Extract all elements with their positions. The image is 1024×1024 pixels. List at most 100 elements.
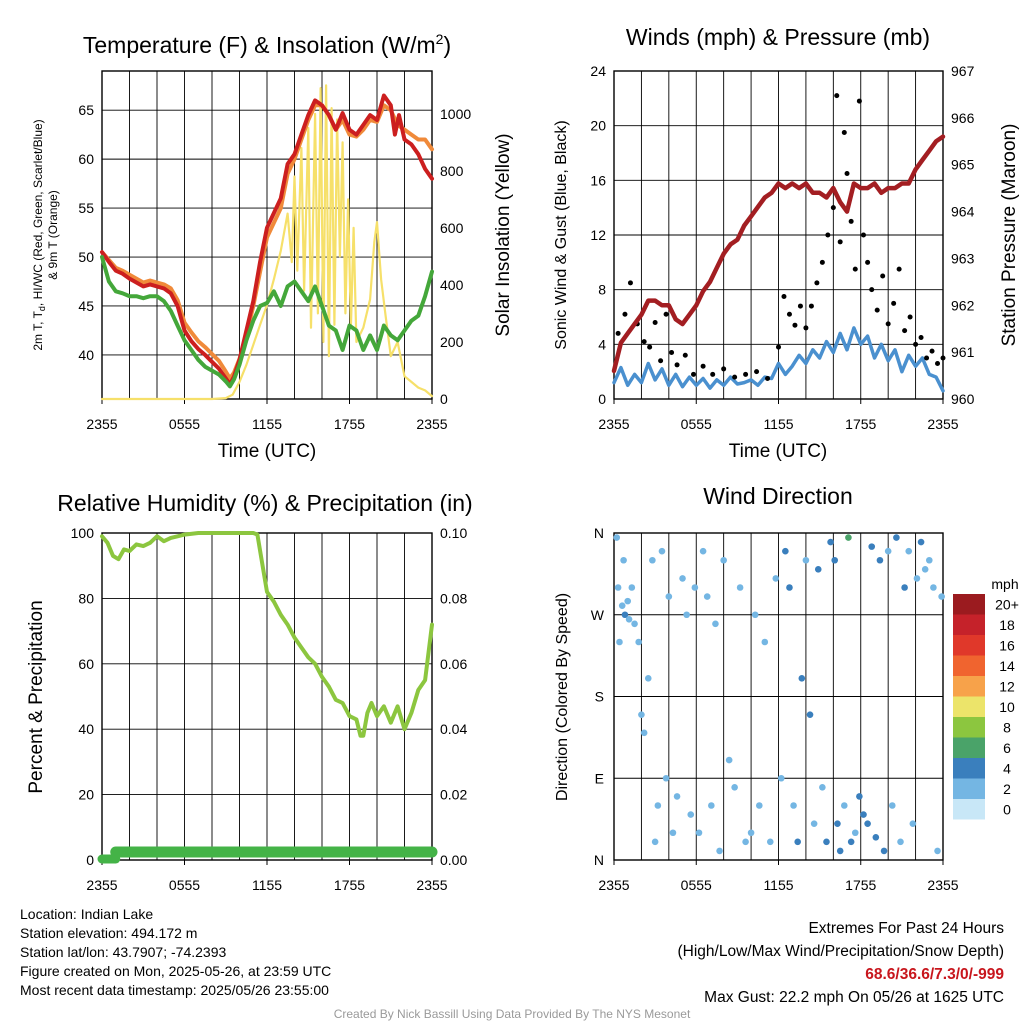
gust-point <box>844 171 850 176</box>
legend-label: 2 <box>1003 781 1011 797</box>
wind-ytick-left: 12 <box>590 227 606 243</box>
gust-point <box>924 355 930 361</box>
temp-xtick-label: 1755 <box>334 416 365 432</box>
direction-point <box>934 847 941 855</box>
direction-point <box>917 538 925 546</box>
rh-ytick-right: 0.08 <box>440 590 467 606</box>
gust-point <box>819 259 825 265</box>
temp-ytick-right: 0 <box>440 391 448 407</box>
gust-point <box>658 358 664 364</box>
gust-point <box>913 341 919 347</box>
dir-chart-title: Wind Direction <box>703 483 853 509</box>
direction-point <box>798 675 806 682</box>
temp-ytick-left: 60 <box>78 151 94 167</box>
direction-point <box>618 602 626 609</box>
temp-ytick-right: 800 <box>440 163 464 179</box>
temp-ylabel-line2: & 9m T (Orange) <box>46 190 60 280</box>
gust-point <box>841 130 847 135</box>
dir-xtick-label: 2355 <box>927 877 958 893</box>
rh-ytick-left: 80 <box>78 590 94 606</box>
temp-ytick-left: 65 <box>78 102 94 118</box>
direction-point <box>868 543 876 550</box>
gust-point <box>797 303 803 309</box>
gust-point <box>907 314 913 320</box>
gust-point <box>710 371 716 377</box>
gust-point <box>691 371 697 377</box>
rh-ytick-right: 0.10 <box>440 525 467 541</box>
wind-ytick-right: 961 <box>951 344 975 360</box>
direction-point <box>649 556 656 564</box>
station-location: Location: Indian Lake <box>20 906 154 922</box>
direction-point <box>691 584 699 591</box>
gust-point <box>721 366 727 372</box>
direction-point <box>888 802 896 809</box>
wind-ytick-left: 8 <box>598 282 606 298</box>
temp-ytick-right: 1000 <box>440 106 471 122</box>
direction-point <box>897 838 904 846</box>
direction-point <box>703 593 711 600</box>
direction-point <box>742 838 749 846</box>
rh-line <box>100 531 434 738</box>
direction-point <box>790 802 797 809</box>
direction-point <box>901 584 908 591</box>
dewpoint-line <box>100 255 434 389</box>
legend-swatch <box>953 696 985 717</box>
gust-point <box>896 266 902 272</box>
direction-point <box>794 838 801 846</box>
temp-ylabel-line1: 2m T, Td, HI/WC (Red, Green, Scarlet/Blu… <box>31 119 47 350</box>
direction-point <box>665 593 673 600</box>
wind-ytick-left: 24 <box>590 63 606 79</box>
direction-point <box>720 556 727 564</box>
direction-point <box>620 556 627 564</box>
pressure-line <box>611 134 946 374</box>
direction-point <box>856 793 863 800</box>
direction-point <box>880 847 888 855</box>
gust-point <box>754 369 760 375</box>
gust-point <box>776 344 781 350</box>
gust-point <box>652 319 658 325</box>
temp-xlabel: Time (UTC) <box>218 441 317 462</box>
direction-point <box>814 566 822 573</box>
rh-ytick-left: 60 <box>78 656 94 672</box>
dir-ytick-label: N <box>594 852 604 868</box>
legend-swatch <box>953 737 985 758</box>
direction-point <box>847 838 855 846</box>
gust-point <box>940 355 946 361</box>
direction-point <box>683 611 690 619</box>
direction-point <box>872 833 880 841</box>
gust-point <box>837 239 843 245</box>
dir-xtick-label: 0555 <box>681 877 712 893</box>
dir-xtick-label: 1755 <box>845 877 876 893</box>
gust-point <box>885 321 891 327</box>
dir-ylabel-left: Direction (Colored By Speed) <box>554 593 571 801</box>
rh-ytick-right: 0.00 <box>440 852 467 868</box>
legend-label: 14 <box>999 658 1015 674</box>
direction-point <box>669 829 677 837</box>
direction-point <box>628 584 636 591</box>
legend-swatch <box>953 614 985 635</box>
direction-point <box>673 793 681 800</box>
rh-ytick-left: 100 <box>71 525 95 541</box>
wind-xtick-label: 2355 <box>598 416 629 432</box>
direction-point <box>831 556 839 564</box>
direction-point <box>621 611 629 619</box>
gust-point <box>830 205 836 211</box>
direction-point <box>736 584 744 591</box>
direction-point <box>876 556 884 564</box>
wind-ytick-right: 965 <box>951 157 975 173</box>
wind-xtick-label: 1755 <box>845 416 876 432</box>
gust-point <box>929 348 935 354</box>
extremes-title: Extremes For Past 24 Hours <box>808 920 1004 937</box>
direction-point <box>782 547 789 555</box>
gust-point <box>848 218 854 224</box>
extremes-values: 68.6/36.6/7.3/0/-999 <box>865 966 1004 983</box>
temp-xtick-label: 2355 <box>86 416 117 432</box>
wind-ylabel-left: Sonic Wind & Gust (Blue, Black) <box>553 120 570 349</box>
temp-ytick-left: 55 <box>78 200 94 216</box>
wind-xtick-label: 1155 <box>763 416 793 432</box>
direction-point <box>884 547 892 555</box>
direction-point <box>687 811 695 818</box>
temp-ytick-left: 40 <box>78 347 94 363</box>
temp-ytick-right: 200 <box>440 334 464 350</box>
figure-created: Figure created on Mon, 2025-05-26, at 23… <box>20 963 332 979</box>
